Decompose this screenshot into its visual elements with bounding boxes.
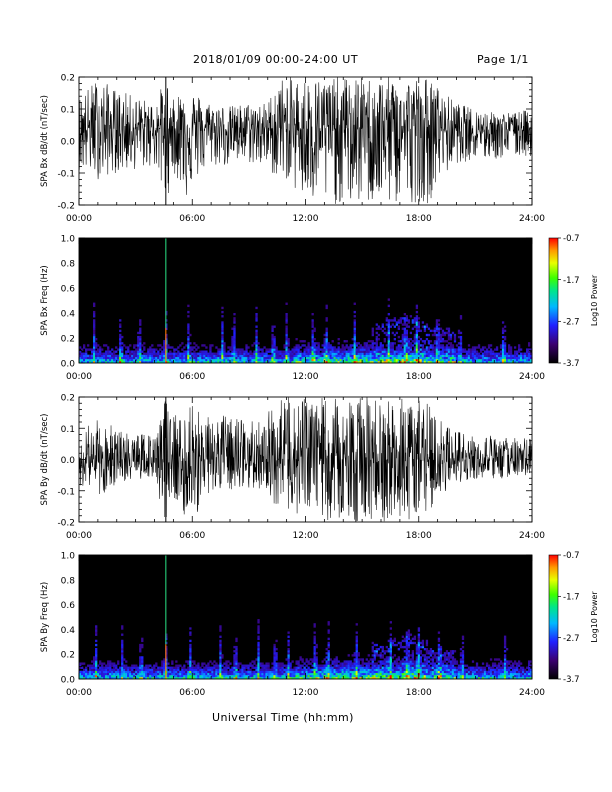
colorbar-label: Log10 Power (590, 591, 599, 643)
spectrogram-cells (79, 298, 533, 364)
x-tick-label: 06:00 (179, 531, 205, 541)
y-tick-label: 0.0 (61, 360, 76, 370)
y-tick-label: 1.0 (61, 552, 76, 562)
colorbar-tick-label: -3.7 (563, 359, 580, 369)
x-tick-label: 18:00 (406, 214, 432, 224)
colorbar-tick-label: -2.7 (563, 318, 580, 328)
x-tick-label: 24:00 (519, 372, 545, 382)
y-tick-label: 0.2 (61, 74, 75, 84)
x-tick-label: 12:00 (293, 688, 319, 698)
y-tick-label: -0.2 (57, 519, 75, 529)
waveform-series (79, 397, 532, 522)
colorbar-tick-label: -0.7 (563, 234, 580, 244)
colorbar-1: -0.7 -1.7 -2.7 -3.7 Log10 Power (548, 234, 599, 369)
y-tick-label: 0.1 (61, 106, 75, 116)
y-tick-label: 0.0 (61, 138, 76, 148)
x-tick-label: 00:00 (66, 372, 92, 382)
line-panel-2: -0.2 -0.1 0.0 0.1 0.2 00:00 06:00 12:00 18:00 24:… (40, 394, 545, 542)
x-tick-label: 18:00 (406, 531, 432, 541)
x-tick-label: 12:00 (293, 214, 319, 224)
x-axis-label: Universal Time (hh:mm) (212, 711, 354, 724)
page-number: Page 1/1 (477, 53, 529, 66)
y-tick-label: -0.1 (57, 487, 75, 497)
y-tick-label: 0.8 (61, 576, 76, 586)
spectrogram-panel-1: 0.0 0.2 0.4 0.6 0.8 1.0 00:00 06:00 12:00 18:00 24… (40, 235, 545, 383)
x-tick-label: 00:00 (66, 688, 92, 698)
line-panel-0: -0.2 -0.1 0.0 0.1 0.2 00:00 06:00 12:00 18:00 24:… (40, 74, 545, 225)
y-tick-label: 0.2 (61, 394, 75, 404)
colorbar-3: -0.7 -1.7 -2.7 -3.7 Log10 Power (548, 551, 599, 685)
x-tick-label: 18:00 (406, 372, 432, 382)
x-tick-label: 12:00 (293, 531, 319, 541)
x-tick-label: 06:00 (179, 214, 205, 224)
y-tick-label: 0.1 (61, 425, 75, 435)
y-tick-label: 0.2 (61, 335, 75, 345)
spectrogram-cells (79, 619, 533, 680)
waveform-trace (79, 397, 532, 522)
x-tick-label: 24:00 (519, 531, 545, 541)
y-axis-label: SPA Bx dB/dt (nT/sec) (40, 95, 50, 187)
x-tick-label: 00:00 (66, 214, 92, 224)
y-tick-label: 0.6 (61, 601, 76, 611)
y-tick-label: 0.8 (61, 260, 76, 270)
x-tick-label: 06:00 (179, 372, 205, 382)
x-tick-label: 00:00 (66, 531, 92, 541)
x-tick-label: 18:00 (406, 688, 432, 698)
x-tick-label: 24:00 (519, 214, 545, 224)
y-tick-label: 0.0 (61, 456, 76, 466)
colorbar-tick-label: -3.7 (563, 675, 580, 685)
colorbar-label: Log10 Power (590, 274, 599, 326)
colorbar-tick-label: -2.7 (563, 634, 580, 644)
page-title: 2018/01/09 00:00-24:00 UT (193, 53, 359, 66)
x-tick-label: 24:00 (519, 688, 545, 698)
y-tick-label: -0.1 (57, 170, 75, 180)
colorbar-tick-label: -1.7 (563, 593, 580, 603)
colorbar-gradient (548, 554, 559, 680)
y-tick-label: 0.6 (61, 285, 76, 295)
colorbar-tick-label: -1.7 (563, 276, 580, 286)
y-tick-label: 0.0 (61, 676, 76, 686)
y-axis-label: SPA By dB/dt (nT/sec) (40, 414, 50, 506)
waveform-trace (79, 77, 532, 204)
y-axis-label: SPA By Freq (Hz) (40, 582, 50, 652)
y-tick-label: 1.0 (61, 235, 76, 245)
waveform-series (79, 77, 532, 205)
colorbar-gradient (548, 237, 559, 364)
y-tick-label: 0.4 (61, 310, 76, 320)
colorbar-tick-label: -0.7 (563, 551, 580, 561)
y-tick-label: 0.2 (61, 651, 75, 661)
x-tick-label: 06:00 (179, 688, 205, 698)
y-tick-label: -0.2 (57, 202, 75, 212)
spectrogram-panel-3: 0.0 0.2 0.4 0.6 0.8 1.0 00:00 06:00 12:00 18:00 24… (40, 552, 545, 699)
y-tick-label: 0.4 (61, 626, 76, 636)
x-tick-label: 12:00 (293, 372, 319, 382)
y-axis-label: SPA Bx Freq (Hz) (40, 265, 50, 335)
